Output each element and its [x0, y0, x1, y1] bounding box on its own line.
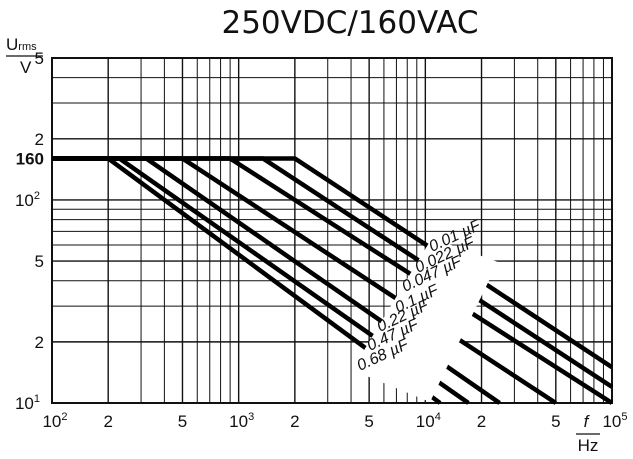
- x-tick-label-2: 5: [178, 412, 187, 431]
- series-line-6: [52, 156, 442, 405]
- x-tick-label-9: 105: [602, 411, 627, 431]
- x-tick-label-0: 102: [42, 411, 67, 431]
- x-tick-label-6: 104: [416, 411, 441, 431]
- x-axis-label-top: f: [584, 412, 591, 431]
- series-line-1: [52, 156, 614, 389]
- y-tick-label-4: 160: [16, 149, 44, 168]
- plot-frame: [51, 57, 613, 404]
- series-line-0: [52, 156, 614, 370]
- x-tick-label-1: 2: [103, 412, 112, 431]
- x-tick-labels: 102 2 5 103 2 5 104 2 5 105: [42, 411, 627, 431]
- x-tick-label-8: 5: [551, 412, 560, 431]
- x-axis-label: f Hz: [576, 412, 600, 455]
- label-band: [352, 238, 498, 402]
- curve-labels: 0.01 µF0.022 µF0.047 µF0.1 µF0.22 µF0.47…: [352, 217, 498, 402]
- x-tick-label-5: 5: [364, 412, 373, 431]
- y-axis-label-main: U: [6, 35, 18, 54]
- y-tick-label-1: 2: [35, 333, 44, 352]
- y-axis-label-sub: rms: [18, 41, 37, 53]
- y-tick-label-5: 2: [35, 130, 44, 149]
- x-tick-label-4: 2: [290, 412, 299, 431]
- svg-text:Urms: Urms: [6, 35, 37, 54]
- y-tick-label-0: 101: [15, 393, 40, 413]
- y-tick-label-2: 5: [35, 252, 44, 271]
- y-axis-label: Urms V: [6, 35, 43, 77]
- curves: [52, 156, 614, 405]
- x-tick-label-7: 2: [477, 412, 486, 431]
- chart-title: 250VDC/160VAC: [221, 5, 478, 41]
- x-tick-label-3: 103: [229, 411, 254, 431]
- y-tick-label-3: 102: [15, 190, 40, 210]
- y-tick-label-6: 5: [35, 49, 44, 68]
- y-axis-label-unit: V: [20, 58, 32, 77]
- x-axis-label-bottom: Hz: [578, 436, 599, 455]
